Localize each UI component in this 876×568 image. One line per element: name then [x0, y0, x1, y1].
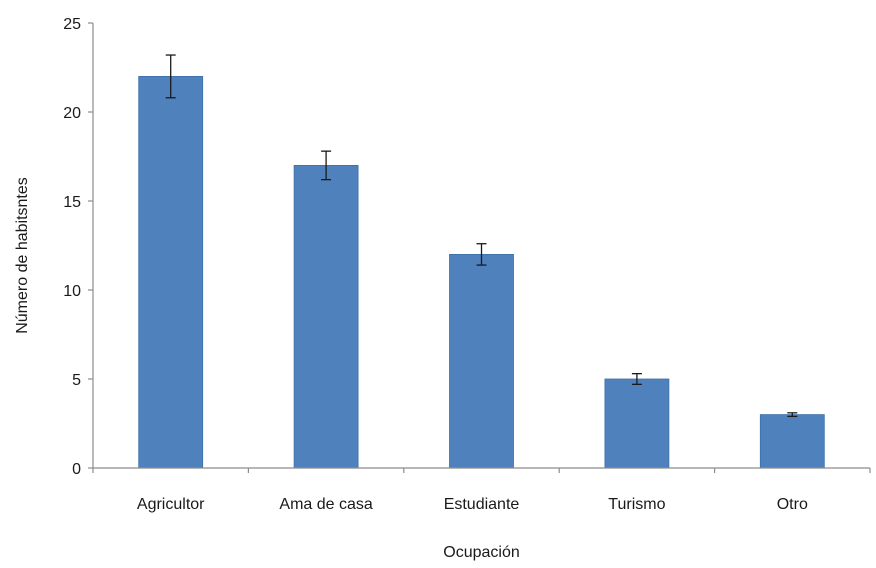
bars-group: [138, 76, 825, 469]
y-tick-label: 25: [63, 16, 81, 33]
y-tick-label: 15: [63, 194, 81, 211]
x-axis-ticks: Agricultor Ama de casa Estudiante Turismo Ot…: [92, 468, 871, 513]
error-bar: [165, 54, 176, 99]
bar: [449, 253, 514, 469]
error-bar: [476, 243, 487, 266]
bar: [604, 378, 670, 469]
y-tick-label: 20: [63, 105, 81, 122]
x-tick-label: Agricultor: [137, 496, 205, 513]
error-bars-group: [165, 54, 798, 418]
x-tick-label: Estudiante: [444, 496, 520, 513]
y-tick-label: 0: [72, 461, 81, 478]
y-tick-label: 5: [72, 372, 81, 389]
x-tick-label: Ama de casa: [279, 496, 372, 513]
bar: [138, 76, 204, 469]
error-bar: [631, 373, 642, 385]
bar: [293, 164, 359, 469]
error-bar: [787, 412, 798, 418]
x-axis-title: Ocupación: [443, 544, 520, 561]
bar: [759, 414, 825, 469]
y-axis-ticks: 0 5 10 15 20 25: [63, 16, 93, 478]
x-tick-label: Turismo: [608, 496, 665, 513]
y-axis-title: Número de habitsntes: [14, 177, 31, 334]
x-tick-label: Otro: [777, 496, 808, 513]
error-bar: [321, 150, 332, 181]
y-tick-label: 10: [63, 283, 81, 300]
